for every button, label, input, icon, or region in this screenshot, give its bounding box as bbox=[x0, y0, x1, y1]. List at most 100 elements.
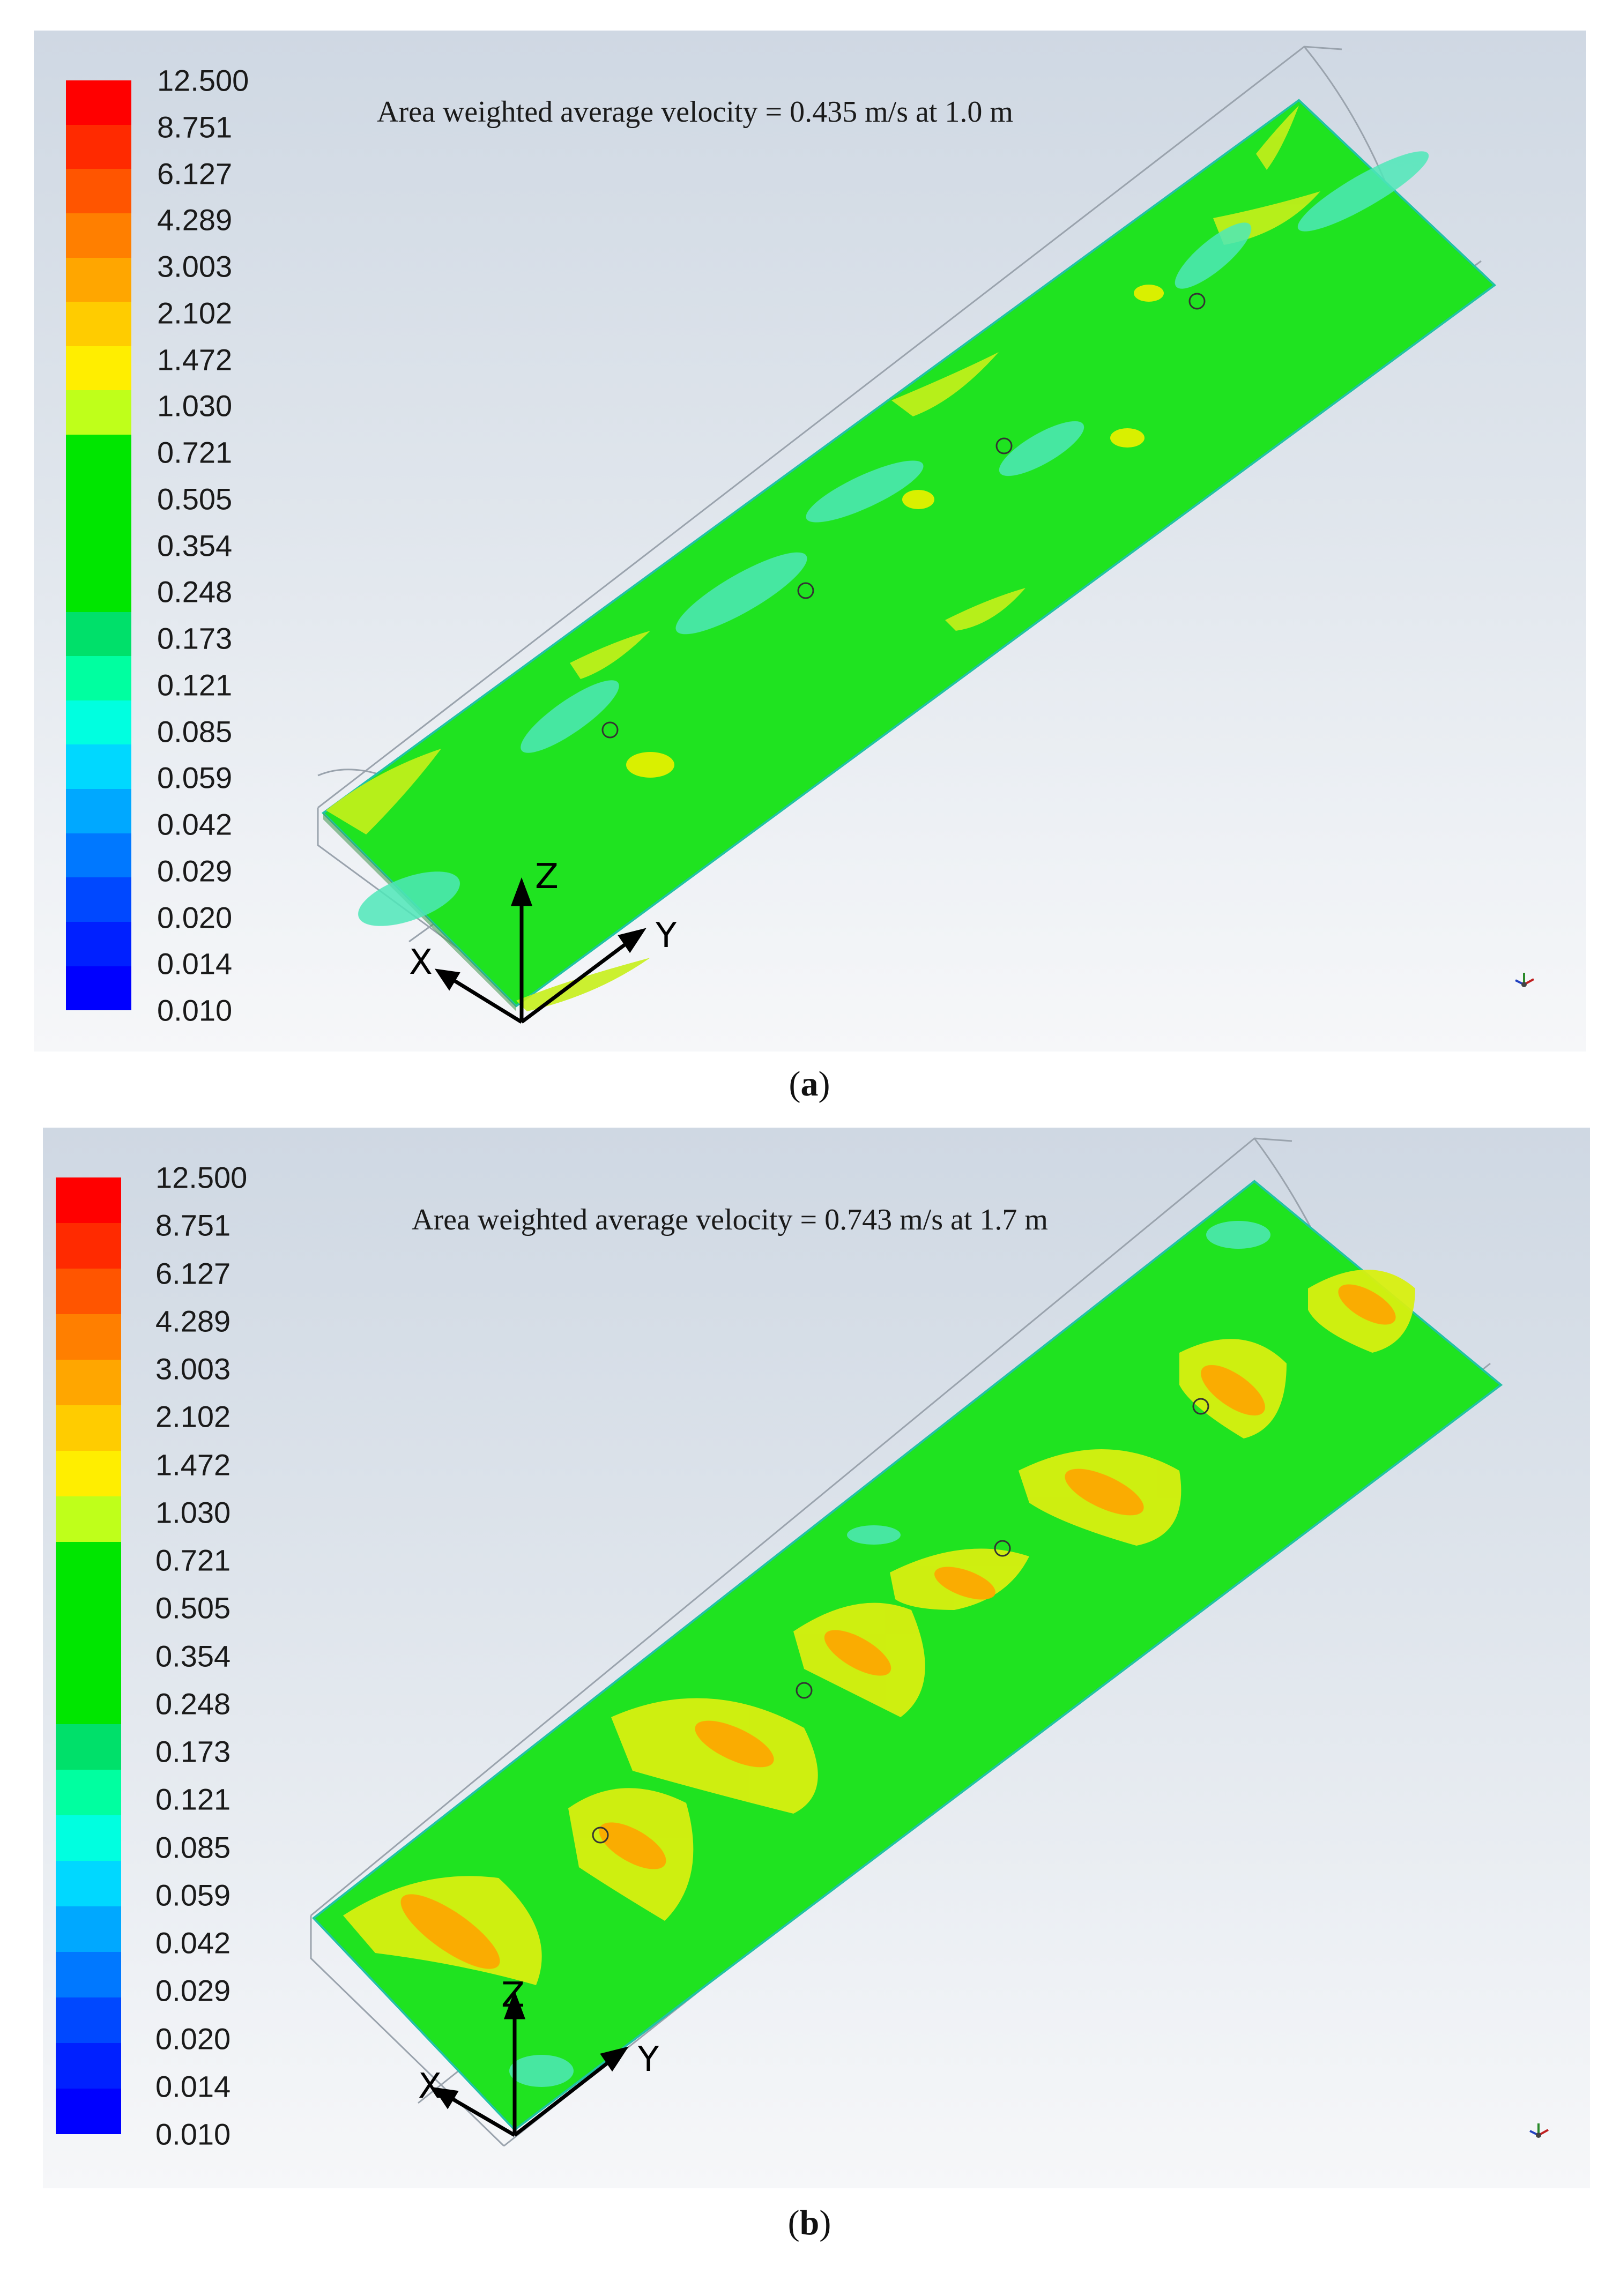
legend-tick-label: 8.751 bbox=[157, 110, 233, 144]
legend-tick-label: 1.472 bbox=[155, 1448, 231, 1481]
legend-swatch bbox=[56, 2043, 121, 2089]
caption-paren-close: ) bbox=[819, 2203, 831, 2242]
legend-swatch bbox=[66, 124, 131, 169]
legend-tick-label: 3.003 bbox=[155, 1352, 231, 1386]
legend-tick-label: 0.042 bbox=[155, 1926, 231, 1960]
legend-tick-label: 6.127 bbox=[155, 1256, 231, 1290]
legend-swatch bbox=[66, 479, 131, 524]
legend-tick-label: 0.042 bbox=[157, 807, 233, 841]
velocity-contour-plot-b: Z Y X bbox=[310, 1137, 1549, 2147]
legend-swatch bbox=[66, 789, 131, 833]
legend-tick-label: 1.030 bbox=[155, 1495, 231, 1530]
caption-letter-a: a bbox=[800, 1064, 819, 1104]
legend-swatch bbox=[56, 2089, 121, 2134]
average-velocity-annotation-a: Area weighted average velocity = 0.435 m… bbox=[377, 95, 1013, 129]
legend-swatch bbox=[66, 744, 131, 789]
legend-tick-label: 0.354 bbox=[157, 528, 233, 562]
figure-caption-b: (b) bbox=[702, 2203, 917, 2243]
legend-tick-label: 1.472 bbox=[157, 342, 233, 376]
legend-tick-label: 0.029 bbox=[157, 854, 233, 888]
axis-triad-a bbox=[434, 877, 646, 1024]
legend-swatch bbox=[56, 1177, 121, 1223]
legend-tick-label: 0.121 bbox=[157, 668, 233, 702]
legend-swatch bbox=[66, 921, 131, 966]
legend-tick-label: 0.010 bbox=[155, 2117, 231, 2151]
axis-label-z: Z bbox=[501, 1976, 525, 2015]
legend-swatch bbox=[56, 1724, 121, 1770]
legend-swatch bbox=[66, 390, 131, 435]
legend-tick-label: 0.059 bbox=[157, 761, 233, 795]
legend-tick-label: 0.020 bbox=[157, 900, 233, 934]
legend-tick-label: 0.721 bbox=[155, 1543, 231, 1577]
legend-tick-label: 2.102 bbox=[157, 296, 233, 330]
legend-tick-label: 0.014 bbox=[157, 946, 233, 981]
legend-swatch bbox=[56, 1997, 121, 2043]
legend-swatch bbox=[56, 1952, 121, 1997]
legend-swatch bbox=[66, 833, 131, 878]
legend-swatch bbox=[66, 257, 131, 302]
legend-tick-label: 0.029 bbox=[155, 1973, 231, 2008]
contour-panel-b: Z Y X 12.500 8.751 6.127 4.289 3.003 2.102 1.4… bbox=[43, 1128, 1590, 2188]
diffuser-markers bbox=[592, 1398, 1209, 1844]
legend-tick-label: 0.248 bbox=[157, 575, 233, 609]
legend-tick-label: 8.751 bbox=[155, 1208, 231, 1242]
legend-swatch bbox=[56, 1861, 121, 1906]
legend-tick-label: 0.085 bbox=[157, 714, 233, 748]
legend-tick-label: 6.127 bbox=[157, 156, 233, 190]
view-orientation-icon bbox=[1515, 973, 1534, 987]
legend-tick-label: 4.289 bbox=[157, 203, 233, 237]
axis-label-z: Z bbox=[535, 857, 559, 897]
legend-swatch bbox=[66, 700, 131, 745]
legend-swatch bbox=[56, 1542, 121, 1587]
legend-swatch bbox=[66, 656, 131, 700]
legend-tick-label: 2.102 bbox=[155, 1399, 231, 1434]
legend-swatch bbox=[56, 1496, 121, 1542]
legend-tick-label: 12.500 bbox=[155, 1160, 248, 1195]
low-velocity-regions bbox=[509, 1221, 1270, 2087]
legend-swatch bbox=[56, 1405, 121, 1451]
legend-swatch bbox=[56, 1815, 121, 1861]
legend-tick-label: 4.289 bbox=[155, 1304, 231, 1338]
legend-swatch bbox=[66, 302, 131, 346]
view-orientation-icon bbox=[1529, 2123, 1549, 2138]
legend-tick-label: 0.014 bbox=[155, 2069, 231, 2104]
legend-swatch bbox=[56, 1587, 121, 1633]
legend-swatch bbox=[56, 1906, 121, 1952]
legend-swatch bbox=[56, 1451, 121, 1496]
legend-tick-label: 0.085 bbox=[155, 1830, 231, 1864]
legend-tick-label: 0.505 bbox=[155, 1591, 231, 1625]
peak-velocity-cores bbox=[400, 1284, 1396, 1969]
contour-panel-a: Z Y X 12.500 8.751 6.127 4.289 3.003 2.102 1.4… bbox=[34, 31, 1586, 1052]
legend-swatch bbox=[56, 1633, 121, 1679]
legend-swatch bbox=[56, 1360, 121, 1405]
legend-tick-label: 0.248 bbox=[155, 1687, 231, 1721]
figure-caption-a: (a) bbox=[702, 1064, 917, 1105]
legend-swatch bbox=[66, 346, 131, 391]
legend-swatch bbox=[66, 169, 131, 213]
legend-tick-label: 1.030 bbox=[157, 389, 233, 423]
legend-tick-label: 0.505 bbox=[157, 482, 233, 516]
legend-swatch bbox=[66, 213, 131, 258]
diffuser-markers bbox=[601, 293, 1206, 739]
color-legend-bar-b bbox=[56, 1177, 121, 2134]
axis-label-x: X bbox=[418, 2067, 442, 2106]
legend-swatch bbox=[66, 435, 131, 479]
legend-swatch bbox=[56, 1223, 121, 1269]
hotspots bbox=[626, 285, 1164, 778]
axis-label-y: Y bbox=[637, 2040, 659, 2079]
axis-triad-b bbox=[433, 1991, 629, 2137]
edge-bands bbox=[326, 106, 1320, 1011]
legend-tick-label: 3.003 bbox=[157, 249, 233, 284]
axis-label-x: X bbox=[409, 943, 433, 982]
legend-tick-label: 0.010 bbox=[157, 993, 233, 1027]
legend-swatch bbox=[56, 1679, 121, 1724]
velocity-contour-plot-a: Z Y X bbox=[317, 46, 1534, 1024]
caption-letter-b: b bbox=[799, 2203, 820, 2242]
legend-tick-label: 0.721 bbox=[157, 435, 233, 469]
legend-swatch bbox=[66, 612, 131, 657]
color-legend-bar-a bbox=[66, 80, 131, 1011]
legend-swatch bbox=[56, 1314, 121, 1360]
legend-swatch bbox=[66, 567, 131, 612]
legend-tick-label: 0.173 bbox=[155, 1734, 231, 1769]
legend-tick-label: 0.020 bbox=[155, 2022, 231, 2055]
